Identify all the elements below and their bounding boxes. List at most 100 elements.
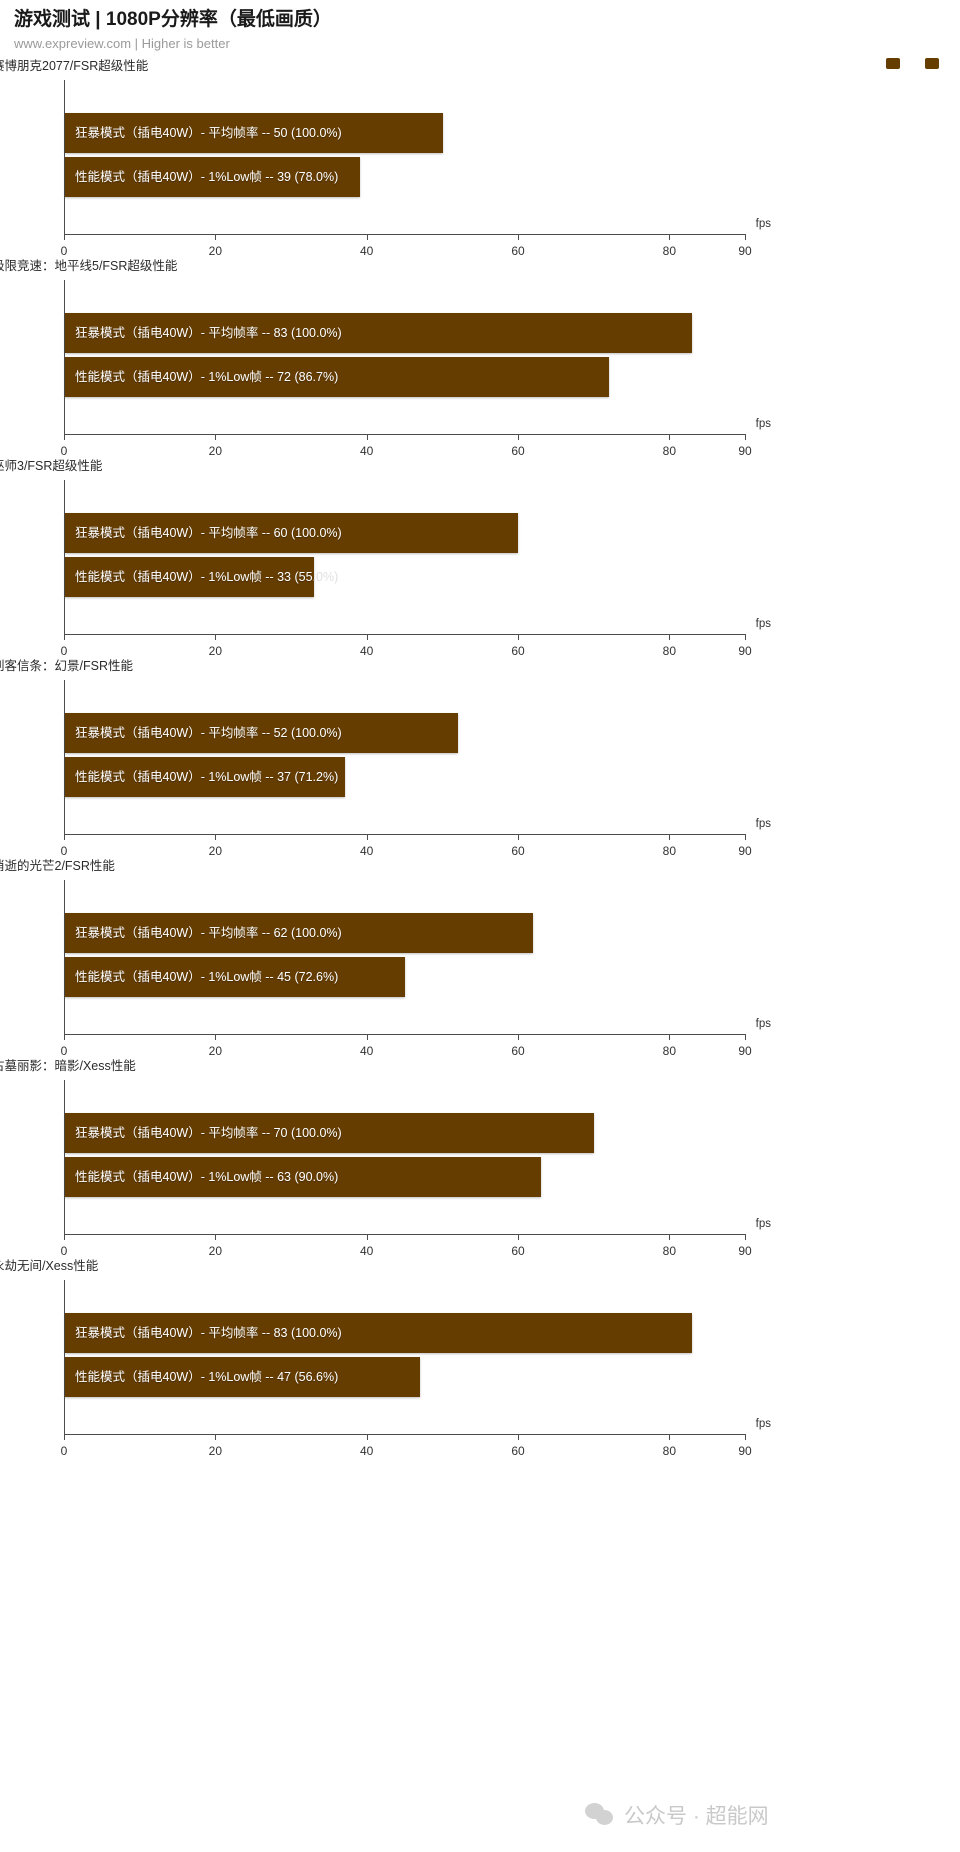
chart-block: 永劫无间/Xess性能 狂暴模式（插电40W）- 平均帧率 -- 83 (100.… — [0, 1258, 960, 1458]
axis-tick — [366, 634, 368, 640]
chart-block: 赛博朋克2077/FSR超级性能 狂暴模式（插电40W）- 平均帧率 -- 50 … — [0, 58, 960, 258]
axis-tick — [215, 434, 217, 440]
axis-tick-label: 80 — [662, 844, 677, 858]
bar — [65, 757, 345, 797]
bar-row: 性能模式（插电40W）- 1%Low帧 -- 45 (72.6%) 性能模式（插电… — [65, 957, 745, 997]
axis-tick-label: 60 — [511, 244, 525, 258]
bar-label-clip: 狂暴模式（插电40W）- 平均帧率 -- 50 (100.0%) — [65, 113, 443, 153]
axis-tick-label: 80 — [662, 644, 677, 658]
bar-row: 狂暴模式（插电40W）- 平均帧率 -- 70 (100.0%) 狂暴模式（插电4… — [65, 1113, 745, 1153]
axis-tick-label: 40 — [359, 844, 374, 858]
bar-label-clip: 狂暴模式（插电40W）- 平均帧率 -- 60 (100.0%) — [65, 513, 518, 553]
x-axis-line — [64, 1234, 745, 1235]
bar-row: 性能模式（插电40W）- 1%Low帧 -- 47 (56.6%) 性能模式（插电… — [65, 1357, 745, 1397]
y-axis-line — [64, 880, 65, 1035]
axis-tick — [215, 834, 217, 840]
axis-tick — [745, 1234, 746, 1240]
y-axis-line — [64, 80, 65, 235]
page-title: 游戏测试 | 1080P分辨率（最低画质） — [14, 9, 332, 30]
axis-tick — [518, 234, 519, 240]
bar-label-clip: 性能模式（插电40W）- 1%Low帧 -- 72 (86.7%) — [65, 357, 609, 397]
plot-area: 狂暴模式（插电40W）- 平均帧率 -- 83 (100.0%) 狂暴模式（插电4… — [61, 1280, 771, 1458]
axis-tick — [518, 434, 519, 440]
bar-label-overflow: 性能模式（插电40W）- 1%Low帧 -- 47 (56.6%) — [75, 1370, 339, 1384]
axis-tick — [215, 1234, 217, 1240]
chart-block: 古墓丽影：暗影/Xess性能 狂暴模式（插电40W）- 平均帧率 -- 70 (1… — [0, 1058, 960, 1258]
bar-label: 狂暴模式（插电40W）- 平均帧率 -- 60 (100.0%) — [75, 526, 342, 540]
bar — [65, 513, 519, 553]
bar-label-overflow: 狂暴模式（插电40W）- 平均帧率 -- 83 (100.0%) — [75, 326, 342, 340]
bar-label-overflow: 狂暴模式（插电40W）- 平均帧率 -- 52 (100.0%) — [75, 726, 342, 740]
axis-tick — [518, 1234, 519, 1240]
y-axis-line — [64, 1080, 65, 1235]
watermark-label: 公众号 · 超能网 — [624, 1805, 769, 1828]
bar-label-clip: 性能模式（插电40W）- 1%Low帧 -- 47 (56.6%) — [65, 1357, 420, 1397]
bar — [65, 157, 360, 197]
bar — [65, 713, 458, 753]
bar-label: 性能模式（插电40W）- 1%Low帧 -- 72 (86.7%) — [75, 370, 339, 384]
bar-label-overflow: 性能模式（插电40W）- 1%Low帧 -- 39 (78.0%) — [75, 170, 339, 184]
bar-label: 狂暴模式（插电40W）- 平均帧率 -- 83 (100.0%) — [75, 1326, 342, 1340]
bar-row: 性能模式（插电40W）- 1%Low帧 -- 33 (55.0%) 性能模式（插电… — [65, 557, 745, 597]
axis-tick — [366, 1234, 368, 1240]
axis-tick — [215, 234, 217, 240]
bar — [65, 1113, 594, 1153]
axis-tick — [669, 1034, 671, 1040]
bar-row: 性能模式（插电40W）- 1%Low帧 -- 39 (78.0%) 性能模式（插电… — [65, 157, 745, 197]
axis-tick — [518, 834, 519, 840]
axis-tick-label: 0 — [60, 244, 68, 258]
plot-area: 狂暴模式（插电40W）- 平均帧率 -- 62 (100.0%) 狂暴模式（插电4… — [61, 880, 771, 1058]
x-axis-line — [64, 1434, 745, 1435]
chart-title: 消逝的光芒2/FSR性能 — [0, 859, 115, 873]
axis-tick — [669, 1234, 671, 1240]
x-axis-line — [64, 434, 745, 435]
axis-tick-label: 0 — [60, 644, 68, 658]
axis-tick — [669, 1434, 671, 1440]
axis-tick — [745, 1034, 746, 1040]
axis-tick — [366, 1434, 368, 1440]
bar-label: 狂暴模式（插电40W）- 平均帧率 -- 62 (100.0%) — [75, 926, 342, 940]
axis-tick-label: 60 — [511, 1444, 525, 1458]
bar-label: 性能模式（插电40W）- 1%Low帧 -- 47 (56.6%) — [75, 1370, 339, 1384]
chart-list: 赛博朋克2077/FSR超级性能 狂暴模式（插电40W）- 平均帧率 -- 50 … — [0, 58, 960, 1458]
bar-label-clip: 性能模式（插电40W）- 1%Low帧 -- 33 (55.0%) — [65, 557, 314, 597]
bar-row: 狂暴模式（插电40W）- 平均帧率 -- 50 (100.0%) 狂暴模式（插电4… — [65, 113, 745, 153]
bar-label: 性能模式（插电40W）- 1%Low帧 -- 33 (55.0%) — [75, 570, 315, 584]
legend-item — [886, 58, 907, 69]
bar-group: 狂暴模式（插电40W）- 平均帧率 -- 52 (100.0%) 狂暴模式（插电4… — [65, 713, 745, 801]
axis-tick-label: 20 — [208, 844, 223, 858]
bar-label-clip: 性能模式（插电40W）- 1%Low帧 -- 45 (72.6%) — [65, 957, 405, 997]
y-axis-line — [64, 680, 65, 835]
y-axis-line — [64, 280, 65, 435]
bar-label-clip: 性能模式（插电40W）- 1%Low帧 -- 37 (71.2%) — [65, 757, 345, 797]
axis-tick-label: 20 — [208, 444, 223, 458]
axis-tick-label: 80 — [662, 1244, 677, 1258]
bar — [65, 957, 405, 997]
bar-label-overflow: 狂暴模式（插电40W）- 平均帧率 -- 60 (100.0%) — [75, 526, 342, 540]
axis-tick — [518, 1034, 519, 1040]
axis-tick — [366, 434, 368, 440]
page-subtitle: www.expreview.com | Higher is better — [14, 36, 230, 51]
axis-tick-label: 90 — [738, 1244, 752, 1258]
axis-tick-label: 80 — [662, 244, 677, 258]
axis-tick-label: 40 — [359, 444, 374, 458]
bar-label-overflow: 性能模式（插电40W）- 1%Low帧 -- 33 (55.0%) — [75, 570, 339, 584]
plot-area: 狂暴模式（插电40W）- 平均帧率 -- 60 (100.0%) 狂暴模式（插电4… — [61, 480, 771, 658]
y-axis-line — [64, 480, 65, 635]
x-axis-line — [64, 1034, 745, 1035]
legend-swatch-icon — [886, 58, 900, 69]
bar-label-overflow: 狂暴模式（插电40W）- 平均帧率 -- 50 (100.0%) — [75, 126, 342, 140]
axis-tick — [215, 1434, 217, 1440]
axis-tick-label: 20 — [208, 644, 223, 658]
chart-block: 刺客信条：幻景/FSR性能 狂暴模式（插电40W）- 平均帧率 -- 52 (10… — [0, 658, 960, 858]
bar-label: 性能模式（插电40W）- 1%Low帧 -- 39 (78.0%) — [75, 170, 339, 184]
bar-row: 性能模式（插电40W）- 1%Low帧 -- 63 (90.0%) 性能模式（插电… — [65, 1157, 745, 1197]
bar-label-clip: 狂暴模式（插电40W）- 平均帧率 -- 83 (100.0%) — [65, 1313, 692, 1353]
axis-tick — [669, 234, 671, 240]
bar-label: 性能模式（插电40W）- 1%Low帧 -- 45 (72.6%) — [75, 970, 339, 984]
axis-tick — [64, 1434, 65, 1440]
x-axis-line — [64, 834, 745, 835]
axis-tick-label: 20 — [208, 244, 223, 258]
axis-tick-label: 40 — [359, 1244, 374, 1258]
axis-tick-label: 20 — [208, 1244, 223, 1258]
